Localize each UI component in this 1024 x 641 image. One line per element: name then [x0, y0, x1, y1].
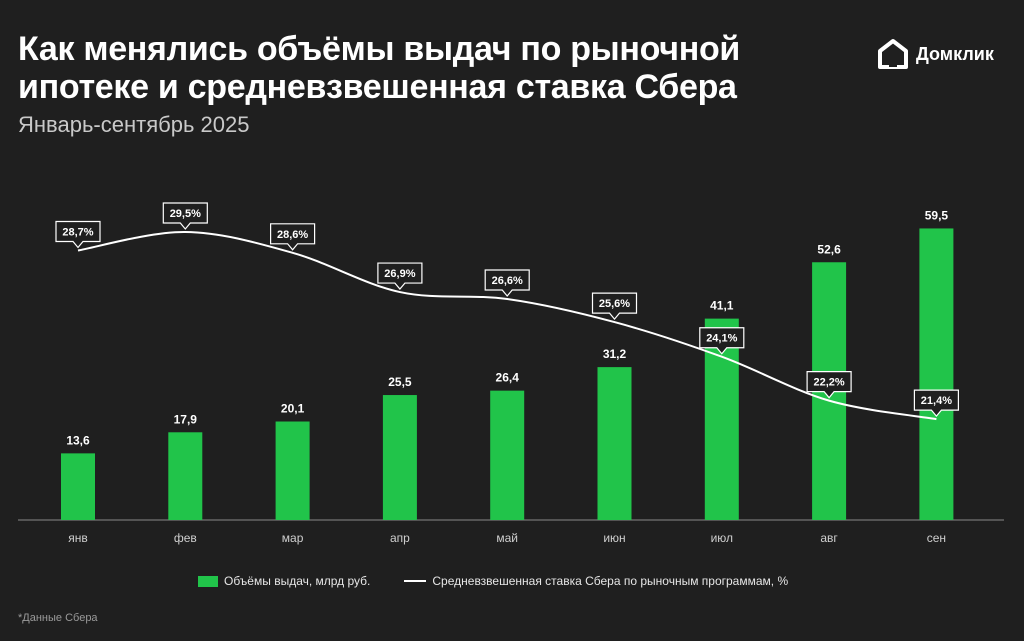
- legend-line-swatch: [404, 580, 427, 582]
- bar-июн: [597, 367, 632, 520]
- rate-callout-box: [484, 269, 530, 297]
- rate-value-label: 21,4%: [921, 395, 952, 407]
- bar-value-label: 20,1: [281, 402, 305, 416]
- rate-value-label: 25,6%: [599, 298, 630, 310]
- x-tick-label: авг: [820, 531, 838, 545]
- x-tick-label: апр: [390, 531, 410, 545]
- rate-callout-box: [55, 220, 101, 249]
- bar-value-label: 41,1: [710, 299, 734, 313]
- rate-value-label: 26,6%: [492, 275, 523, 287]
- x-tick-label: май: [496, 531, 518, 545]
- rate-value-label: 24,1%: [706, 333, 737, 345]
- rate-callout: 28,7%: [55, 220, 101, 249]
- bar-сен: [919, 228, 954, 520]
- rate-callout-box: [162, 202, 208, 230]
- rate-value-label: 22,2%: [813, 377, 844, 389]
- rate-value-label: 28,6%: [277, 229, 308, 241]
- x-tick-label: фев: [174, 531, 197, 545]
- chart-title: Как менялись объёмы выдач по рыночной ип…: [18, 30, 741, 106]
- rate-callout-box: [913, 389, 959, 418]
- bar-янв: [61, 453, 95, 520]
- rate-callout: 29,5%: [162, 202, 208, 230]
- bar-value-label: 52,6: [817, 242, 841, 256]
- bar-value-label: 59,5: [925, 208, 949, 222]
- bar-value-label: 13,6: [66, 433, 90, 447]
- rate-callout: 22,2%: [806, 371, 852, 399]
- chart-legend: Объёмы выдач, млрд руб. Средневзвешенная…: [198, 574, 788, 588]
- x-tick-label: янв: [68, 531, 88, 545]
- rate-callout-box: [270, 223, 316, 251]
- rate-callout: 26,9%: [377, 262, 423, 290]
- bar-value-label: 31,2: [603, 347, 627, 361]
- bar-value-label: 26,4: [496, 371, 520, 385]
- rate-callout-box: [591, 292, 638, 321]
- bar-value-label: 25,5: [388, 375, 412, 389]
- legend-bar-swatch: [198, 575, 218, 587]
- rate-callout: 25,6%: [591, 292, 638, 321]
- legend-bar-label: Объёмы выдач, млрд руб.: [224, 574, 371, 588]
- legend-line-label: Средневзвешенная ставка Сбера по рыночны…: [432, 574, 789, 588]
- chart-subtitle: Январь-сентябрь 2025: [18, 112, 250, 137]
- rate-callout: 21,4%: [913, 389, 959, 418]
- rate-callout: 26,6%: [484, 269, 530, 297]
- bar-апр: [382, 395, 417, 520]
- bar-мар: [275, 421, 310, 520]
- rate-callout-box: [699, 327, 745, 355]
- x-tick-label: июл: [711, 531, 733, 545]
- rate-callout: 24,1%: [699, 327, 745, 355]
- x-tick-label: мар: [282, 531, 304, 545]
- brand-name: Домклик: [916, 43, 994, 64]
- domclick-house-icon: [878, 39, 908, 69]
- rate-callout-box: [377, 262, 423, 290]
- rate-line: [77, 230, 937, 421]
- rate-value-label: 28,7%: [62, 226, 93, 238]
- bar-фев: [168, 432, 203, 520]
- rate-value-label: 26,9%: [384, 268, 415, 280]
- rate-callout: 28,6%: [270, 223, 316, 251]
- bar-май: [490, 390, 525, 520]
- bar-value-label: 17,9: [174, 412, 198, 426]
- rate-callout-box: [806, 371, 852, 399]
- brand-logo: Домклик: [876, 37, 994, 71]
- footnote: *Данные Сбера: [18, 612, 98, 624]
- x-tick-label: июн: [603, 531, 625, 545]
- x-tick-label: сен: [927, 531, 946, 545]
- rate-value-label: 29,5%: [170, 208, 201, 220]
